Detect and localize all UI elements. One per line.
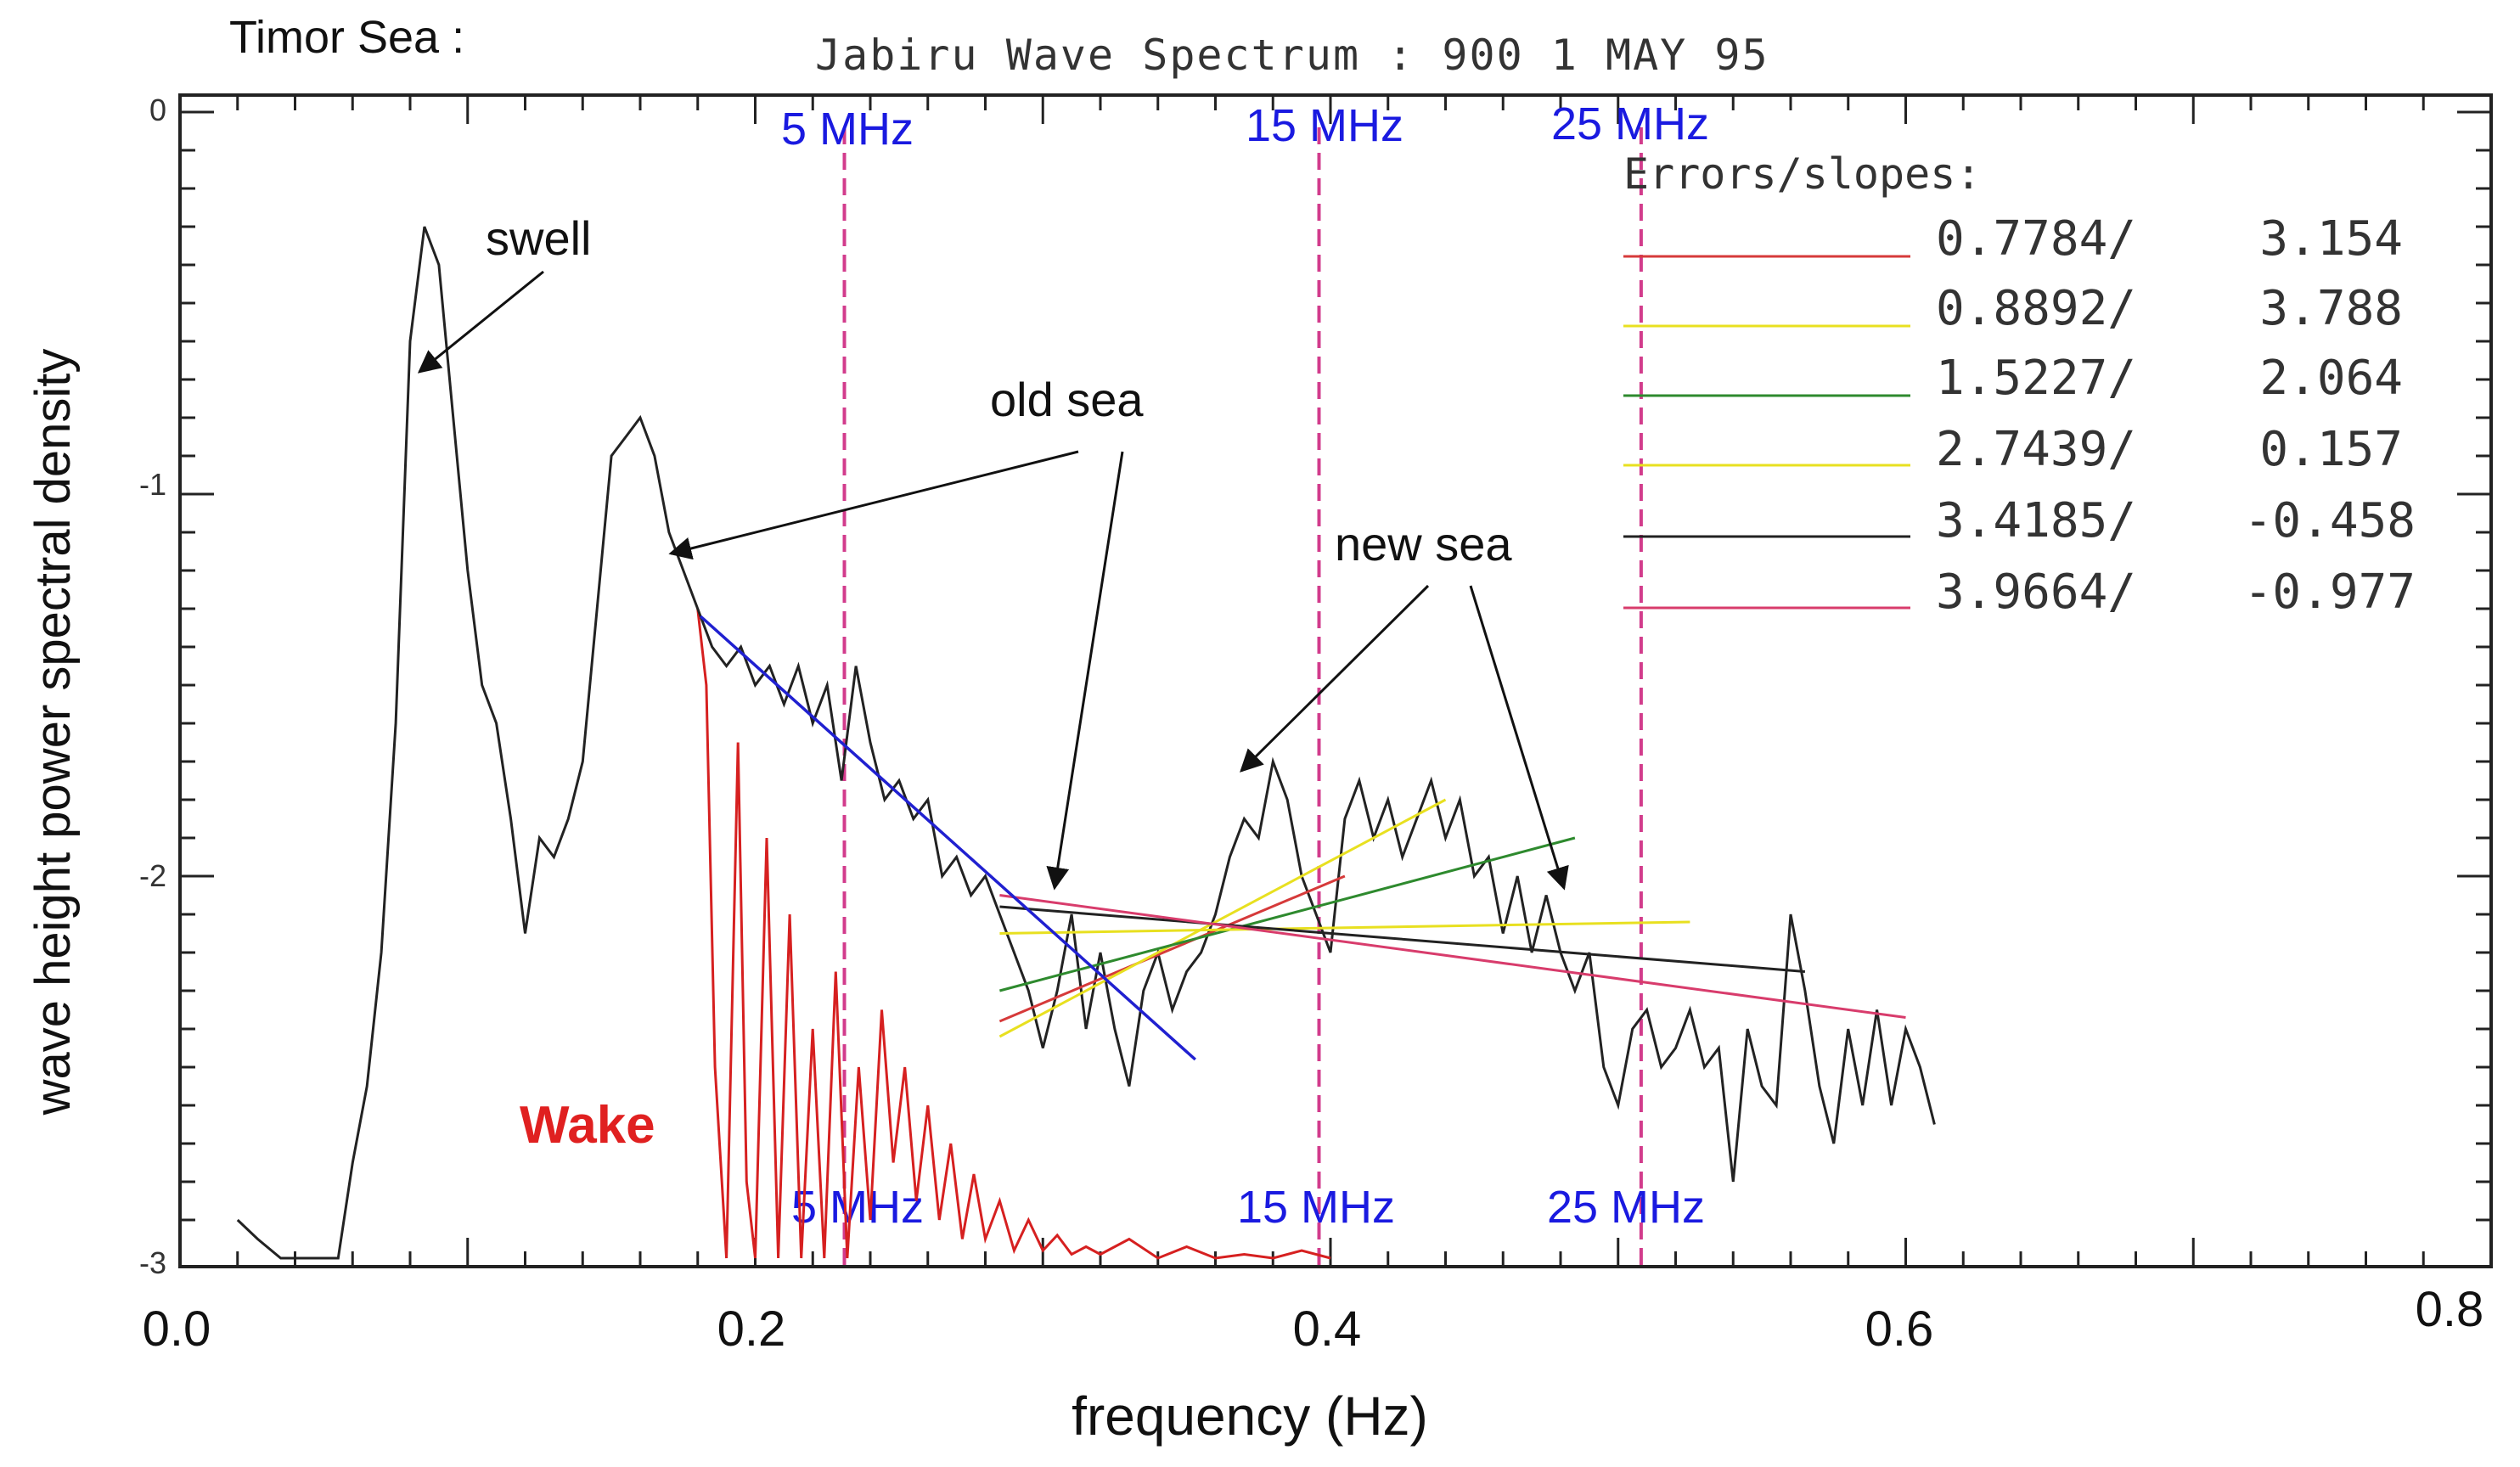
x-tick-label-2: 0.4	[1293, 1301, 1362, 1357]
legend-title: Errors/slopes:	[1623, 149, 1981, 199]
legend-error-4: 2.7439/	[1936, 422, 2136, 477]
spectrum-series-line	[236, 226, 1936, 1260]
wake-series-line	[696, 608, 1331, 1260]
radar-label-top-5mhz: 5 MHz	[781, 104, 914, 155]
legend-slope-4: 0.157	[2259, 422, 2403, 477]
legend-error-6: 3.9664/	[1936, 565, 2136, 620]
minor-ticks	[180, 95, 2491, 1267]
y-tick-label-0: 0	[149, 93, 166, 127]
plot-frame	[178, 93, 2493, 1268]
y-axis-label: wave height power spectral density	[25, 349, 81, 1116]
x-tick-label-3: 0.6	[1865, 1301, 1934, 1357]
arrow-old-sea-right	[1046, 451, 1124, 891]
arrow-swell	[417, 270, 544, 374]
chart-title: Jabiru Wave Spectrum : 900 1 MAY 95	[815, 31, 1769, 80]
annotation-old-sea: old sea	[990, 373, 1144, 426]
radar-label-bottom-15mhz: 15 MHz	[1237, 1182, 1395, 1233]
legend-error-5: 3.4185/	[1936, 493, 2136, 548]
annotation-new-sea: new sea	[1335, 517, 1512, 570]
y-tick-label-3: -3	[139, 1245, 166, 1280]
legend-error-3: 1.5227/	[1936, 351, 2136, 406]
legend-slope-1: 3.154	[2259, 211, 2403, 267]
slope-fit-line-1	[998, 874, 1346, 1023]
legend-slope-5: -0.458	[2244, 493, 2416, 548]
arrow-old-sea-left	[668, 450, 1079, 560]
y-tick-label-1: -1	[139, 467, 166, 502]
legend-slope-6: -0.977	[2244, 565, 2416, 620]
radar-label-bottom-25mhz: 25 MHz	[1547, 1182, 1705, 1233]
x-tick-label-4: 0.8	[2416, 1282, 2484, 1337]
slope-fit-line-4	[999, 920, 1690, 935]
arrow-new-sea-left	[1240, 584, 1430, 773]
slope-fit-line-3	[999, 836, 1576, 992]
radar-label-top-25mhz: 25 MHz	[1551, 98, 1709, 149]
slope-fit-line-5	[999, 905, 1806, 973]
legend-slope-2: 3.788	[2259, 281, 2403, 336]
annotation-swell: swell	[486, 211, 591, 265]
region-label: Timor Sea :	[229, 12, 464, 63]
slope-fit-line-2	[998, 798, 1447, 1038]
arrow-new-sea-right	[1469, 585, 1569, 891]
x-tick-label-1: 0.2	[717, 1301, 786, 1357]
x-tick-label-0: 0.0	[143, 1301, 211, 1357]
y-tick-label-2: -2	[139, 858, 166, 893]
old-sea-fit-line	[699, 615, 1196, 1061]
slope-fit-line-6	[999, 894, 1906, 1019]
radar-label-top-15mhz: 15 MHz	[1246, 100, 1403, 151]
legend-error-1: 0.7784/	[1936, 211, 2136, 267]
legend-error-2: 0.8892/	[1936, 281, 2136, 336]
legend-slope-3: 2.064	[2259, 351, 2403, 406]
radar-label-bottom-5mhz: 5 MHz	[791, 1182, 924, 1233]
x-axis-label: frequency (Hz)	[1072, 1386, 1428, 1447]
annotation-wake: Wake	[520, 1096, 655, 1155]
